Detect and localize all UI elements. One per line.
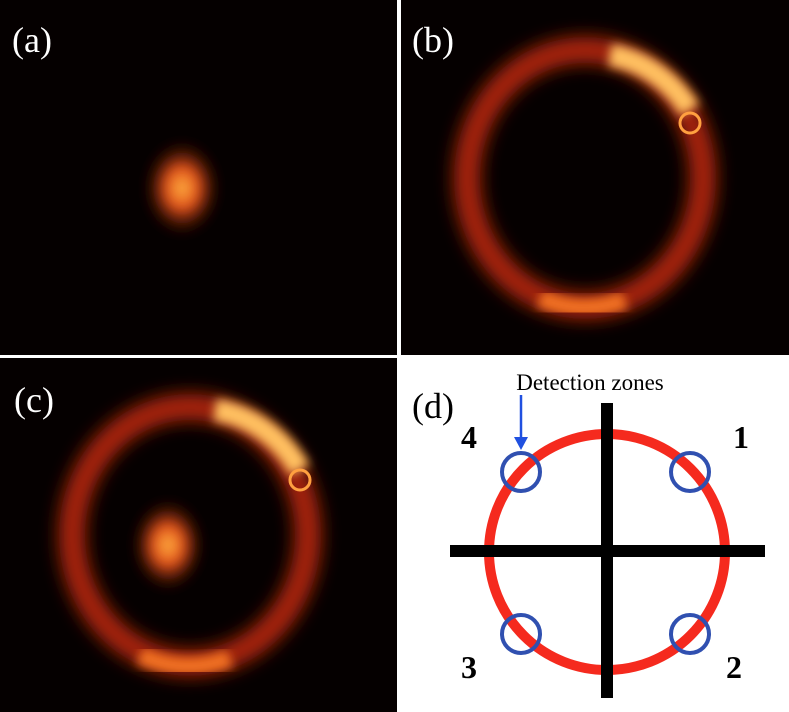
ring-fringe xyxy=(678,111,702,135)
ring-bright xyxy=(136,646,234,676)
zone-label: 1 xyxy=(733,419,749,455)
arrow-head xyxy=(514,437,528,450)
panel-label: (b) xyxy=(412,20,454,60)
ring-bright xyxy=(607,44,700,117)
beam-spot xyxy=(130,497,206,593)
detection-zone xyxy=(500,613,542,655)
ring-bright xyxy=(213,399,310,476)
ring-bright xyxy=(536,289,629,317)
horizontal-bar xyxy=(450,545,765,557)
zone-label: 4 xyxy=(461,419,477,455)
panel-label: (d) xyxy=(412,386,454,426)
ring-fringe xyxy=(288,468,312,492)
detection-zone xyxy=(669,451,711,493)
zone-label: 2 xyxy=(726,649,742,685)
detection-zone xyxy=(500,451,542,493)
annotation: Detection zones xyxy=(516,370,664,395)
beam-spot xyxy=(142,138,222,238)
detection-zone xyxy=(669,613,711,655)
zone-label: 3 xyxy=(461,649,477,685)
panel-label: (a) xyxy=(12,20,52,60)
panel-label: (c) xyxy=(14,380,54,420)
